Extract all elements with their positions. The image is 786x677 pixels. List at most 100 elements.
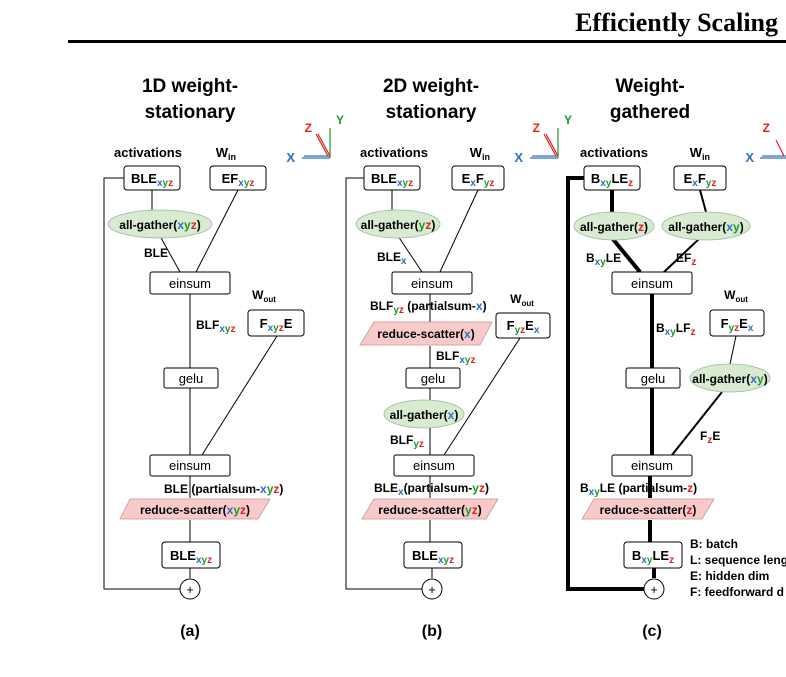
svg-text:all-gather(yz): all-gather(yz) (361, 218, 436, 232)
svg-text:BxyLEz: BxyLEz (591, 171, 633, 189)
caption-b: (b) (422, 623, 442, 640)
svg-text:reduce-scatter(z): reduce-scatter(z) (600, 503, 697, 517)
reduce-scatter-op-2 (361, 498, 499, 520)
panel-b-title-line2: stationary (386, 102, 477, 123)
output-box-label: BLExyz (170, 548, 212, 566)
legend-item-batch: B: batch (690, 537, 738, 551)
svg-text:reduce-scatter(x): reduce-scatter(x) (377, 327, 474, 341)
axes-icon-c: X Z (745, 121, 786, 165)
edge-label-efz: EFz (676, 251, 696, 268)
partialsum-label: BxyLE (partialsum-z) (580, 481, 697, 498)
reduce-scatter-label: reduce-scatter(xyz) (140, 503, 250, 517)
reduce-scatter-op (119, 498, 271, 520)
header-rule (68, 40, 786, 43)
panel-a-title-line2: stationary (145, 102, 236, 123)
caption-a: (a) (180, 623, 200, 640)
output-box (403, 541, 463, 569)
svg-text:activations: activations (580, 145, 648, 160)
svg-text:ExFyz: ExFyz (684, 171, 717, 189)
svg-text:ExFyz: ExFyz (462, 171, 495, 189)
svg-text:FyzEx: FyzEx (721, 316, 754, 334)
caption-c: (c) (642, 623, 662, 640)
svg-text:einsum: einsum (411, 276, 453, 291)
residual-add (179, 578, 201, 600)
plus-label: + (186, 582, 194, 597)
gelu-op (163, 367, 219, 389)
output-box (161, 541, 221, 569)
edge-label-ble: BLE (144, 246, 168, 260)
activation-box (123, 165, 181, 191)
residual-add (643, 578, 665, 600)
svg-text:all-gather(xy): all-gather(xy) (692, 372, 767, 386)
wout-box-label: FxyzE (260, 316, 293, 334)
all-gather-z-op (573, 211, 655, 241)
edge-label-bxylfz: BxyLFz (656, 321, 695, 338)
all-gather-label: all-gather(xyz) (119, 218, 200, 232)
einsum-2 (611, 454, 693, 477)
activation-box-label: BLExyz (131, 171, 173, 189)
activation-box (583, 165, 641, 191)
legend-item-hidden: E: hidden dim (690, 569, 769, 583)
einsum-1-label: einsum (169, 276, 211, 291)
gelu-op (405, 367, 461, 389)
einsum-1 (611, 271, 693, 295)
win-box (451, 165, 505, 191)
gelu-op (625, 367, 681, 389)
svg-text:FyzEx: FyzEx (507, 318, 540, 336)
panel-a-title-line1: 1D weight- (142, 76, 238, 97)
svg-text:X: X (514, 150, 523, 165)
einsum-1 (149, 271, 231, 295)
axes-icon-a: X Y Z (286, 113, 344, 165)
svg-text:BLExyz: BLExyz (371, 171, 413, 189)
svg-text:gelu: gelu (421, 371, 446, 386)
svg-text:Y: Y (564, 113, 572, 127)
edge-label-blex: BLEx (377, 250, 407, 267)
svg-text:+: + (428, 582, 436, 597)
legend-item-sequence: L: sequence leng (690, 553, 786, 567)
reduce-scatter-op (581, 498, 715, 520)
page-header: Efficiently Scaling (0, 0, 786, 48)
win-label: Win (216, 145, 236, 162)
win-box-label: EFxyz (222, 171, 255, 189)
edge-label-blfxyz: BLFxyz (436, 349, 475, 366)
wout-box (247, 309, 305, 337)
svg-text:Z: Z (763, 121, 770, 135)
partialsum-label-2: BLEx(partialsum-yz) (374, 481, 489, 498)
panel-c-title-line2: gathered (610, 102, 690, 123)
residual-add (421, 578, 443, 600)
all-gather-xy-op (661, 211, 751, 241)
legend: B: batch L: sequence leng E: hidden dim … (690, 537, 786, 599)
svg-text:all-gather(x): all-gather(x) (390, 408, 459, 422)
reduce-scatter-op (359, 321, 493, 346)
all-gather-op-2 (383, 399, 465, 429)
edge-label-blf: BLFxyz (196, 318, 235, 335)
win-box (673, 165, 727, 191)
win-box (209, 165, 267, 191)
edge-label-blfyz: BLFyz (390, 433, 424, 450)
panel-b: 2D weight- stationary X Y Z activations … (345, 76, 572, 640)
axis-x-label: X (286, 150, 295, 165)
wout-label: Wout (252, 288, 276, 304)
svg-text:X: X (745, 150, 754, 165)
einsum-1 (391, 271, 473, 295)
svg-text:+: + (650, 582, 658, 597)
svg-text:einsum: einsum (413, 458, 455, 473)
panel-a: 1D weight- stationary X Y Z activations … (103, 76, 344, 640)
header-title: Efficiently Scaling (575, 8, 778, 37)
axis-y-label: Y (336, 113, 344, 127)
svg-text:Z: Z (533, 121, 540, 135)
all-gather-op (355, 209, 441, 239)
partialsum-label: BLE (partialsum-xyz) (164, 482, 283, 496)
gelu-label: gelu (179, 371, 204, 386)
output-box (623, 541, 683, 569)
svg-text:Wout: Wout (724, 288, 748, 304)
einsum-2-label: einsum (169, 458, 211, 473)
einsum-2 (149, 454, 231, 477)
activations-label: activations (114, 145, 182, 160)
partialsum-label-1: BLFyz (partialsum-x) (370, 299, 487, 316)
svg-text:all-gather(z): all-gather(z) (580, 220, 648, 234)
legend-item-feedforward: F: feedforward d (690, 585, 784, 599)
svg-text:Win: Win (690, 145, 710, 162)
svg-text:einsum: einsum (631, 458, 673, 473)
